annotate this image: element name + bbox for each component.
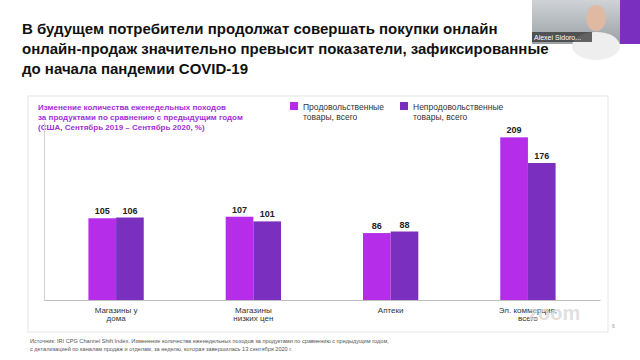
data-label: 105 bbox=[95, 206, 110, 216]
x-tick: Магазины удома bbox=[95, 300, 138, 323]
video-frame bbox=[532, 0, 640, 44]
legend-swatch bbox=[290, 102, 298, 110]
chart-panel bbox=[28, 96, 608, 332]
slide: В будущем потребители продолжат совершат… bbox=[0, 0, 640, 360]
data-label: 88 bbox=[399, 220, 409, 230]
bar bbox=[363, 233, 391, 300]
title-line: В будущем потребители продолжат совершат… bbox=[22, 20, 497, 37]
data-label: 101 bbox=[260, 209, 275, 219]
data-label: 209 bbox=[507, 125, 522, 135]
bars bbox=[88, 137, 555, 300]
page-number: 6 bbox=[612, 323, 615, 329]
title-line: онлайн-продаж значительно превысит показ… bbox=[22, 40, 549, 57]
participant-name: Alexei Sidoro... bbox=[534, 34, 581, 41]
x-tick-label: Аптеки bbox=[378, 306, 404, 315]
x-axis-line bbox=[45, 300, 601, 301]
x-tick: Магазинынизких цен bbox=[233, 300, 273, 323]
watermark: zoom bbox=[528, 302, 580, 324]
subtitle-line: за продуктами по сравнению с предыдущим … bbox=[38, 113, 243, 122]
subtitle-line: Изменение количества еженедельных походо… bbox=[38, 103, 226, 112]
data-label: 107 bbox=[232, 205, 247, 215]
data-labels: 105 107 86 209 106 101 88 176 bbox=[95, 125, 550, 231]
data-label: 86 bbox=[372, 221, 382, 231]
person-head bbox=[586, 5, 606, 31]
x-tick-label: Магазинынизких цен bbox=[233, 306, 273, 324]
source-line: Источник: IRI CPG Channel Shift Index. И… bbox=[30, 338, 389, 344]
x-tick: Аптеки bbox=[378, 300, 404, 315]
legend: Продовольственныетовары, всего Непродовол… bbox=[290, 102, 504, 122]
bar bbox=[253, 221, 281, 300]
name-bg bbox=[532, 32, 592, 42]
y-axis-line bbox=[44, 122, 45, 301]
title-line: до начала пандемии COVID-19 bbox=[22, 60, 248, 77]
source-line: с детализацией по каналам продаж и отдел… bbox=[30, 346, 293, 352]
video-accent bbox=[620, 0, 640, 44]
bar bbox=[528, 163, 556, 300]
data-label: 106 bbox=[122, 206, 137, 216]
bar bbox=[226, 217, 254, 300]
legend-swatch bbox=[400, 102, 408, 110]
bar bbox=[500, 137, 528, 300]
bar bbox=[391, 232, 419, 300]
legend-label: Непродовольственныетовары, всего bbox=[413, 102, 504, 122]
background bbox=[0, 0, 640, 360]
data-label: 176 bbox=[534, 151, 549, 161]
x-tick-label: Магазины удома bbox=[95, 306, 138, 324]
video-overlay: Alexei Sidoro... bbox=[532, 0, 640, 60]
bar bbox=[116, 218, 144, 300]
legend-label: Продовольственныетовары, всего bbox=[303, 102, 384, 122]
subtitle-line: (США, Сентябрь 2019 – Сентябрь 2020, %) bbox=[38, 123, 205, 132]
y-axis bbox=[44, 122, 45, 301]
x-axis: Магазины удомаМагазинынизких ценАптекиЭл… bbox=[45, 300, 601, 323]
bar bbox=[88, 218, 116, 300]
